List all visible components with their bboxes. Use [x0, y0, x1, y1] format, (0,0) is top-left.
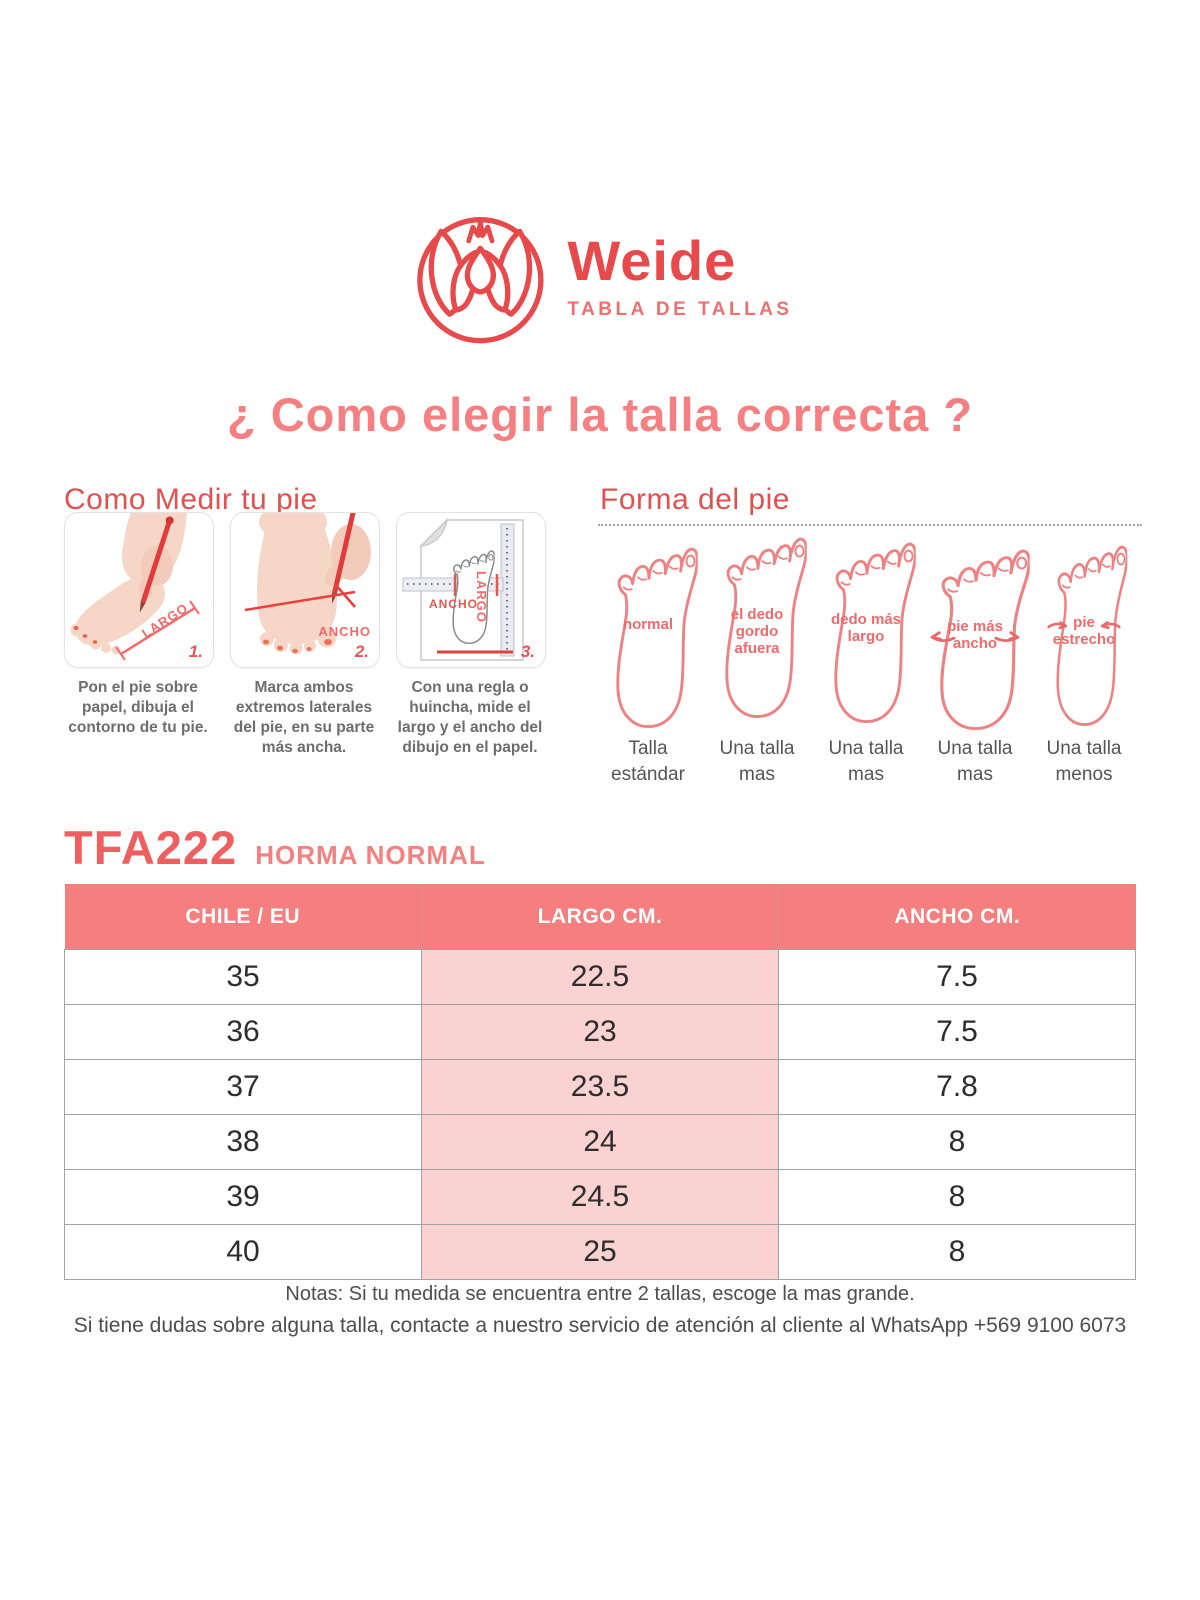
- size-cell: 23: [421, 1004, 779, 1060]
- step-number: 3.: [520, 642, 535, 661]
- size-table-row: 36 23 7.5: [64, 1004, 1136, 1060]
- size-cell: 22.5: [421, 949, 779, 1005]
- foot-size-caption: Una talla mas: [719, 738, 795, 785]
- measure-step-caption: Con una regla o huincha, mide el largo y…: [397, 679, 543, 757]
- brand-tagline: TABLA DE TALLAS: [567, 299, 793, 320]
- measure-step-card-3: LARGO ANCHO 3.: [396, 512, 546, 668]
- ancho-annotation: ANCHO: [429, 597, 478, 611]
- brand-name: Weide: [567, 229, 737, 292]
- size-cell: 24.5: [421, 1169, 779, 1225]
- size-cell: 24: [421, 1114, 779, 1170]
- size-cell: 38: [64, 1114, 422, 1170]
- foot-diagram-normal: normal: [598, 524, 698, 732]
- foot-label: el dedo gordo afuera: [730, 605, 784, 658]
- measure-step-caption: Marca ambos extremos laterales del pie, …: [233, 679, 375, 757]
- foot-diagram-narrow: pie estrecho: [1034, 522, 1134, 730]
- ancho-annotation: ANCHO: [318, 624, 371, 639]
- foot-diagram-long-toe: dedo más largo: [816, 519, 916, 727]
- ruler-paper-illustration-icon: [402, 517, 524, 661]
- product-subtitle: HORMA NORMAL: [255, 840, 486, 870]
- foot-label: pie más ancho: [947, 617, 1003, 652]
- foot-label: normal: [622, 615, 673, 633]
- brand-logo: Weide TABLA DE TALLAS: [407, 208, 792, 346]
- foot-outline-icon: [1047, 522, 1128, 730]
- size-cell: 36: [64, 1004, 422, 1060]
- page-title: ¿ Como elegir la talla correcta ?: [226, 388, 974, 442]
- size-cell: 23.5: [421, 1059, 779, 1115]
- size-table-header-row: CHILE / EU LARGO CM. ANCHO CM.: [64, 884, 1136, 950]
- weide-logo-icon: [417, 217, 544, 344]
- size-cell: 25: [421, 1224, 779, 1280]
- brand-text: Weide TABLA DE TALLAS: [567, 233, 792, 321]
- measure-step-caption: Pon el pie sobre papel, dibuja el contor…: [68, 679, 208, 737]
- size-reference-dotted-line: [598, 524, 1142, 526]
- inward-arrows-icon: [1047, 621, 1121, 630]
- measure-section-heading: Como Medir tu pie: [64, 482, 318, 516]
- size-table: CHILE / EU LARGO CM. ANCHO CM. 35 22.5 7…: [64, 884, 1136, 1280]
- size-cell: 8: [778, 1224, 1136, 1280]
- size-cell: 40: [64, 1224, 422, 1280]
- column-header-chile-eu: CHILE / EU: [64, 884, 422, 950]
- size-cell: 7.5: [778, 949, 1136, 1005]
- size-cell: 7.8: [778, 1059, 1136, 1115]
- measure-step-card-1: LARGO 1.: [64, 512, 214, 668]
- foot-size-caption: Una talla menos: [1046, 738, 1122, 785]
- foot-diagram-wide: pie más ancho: [925, 526, 1025, 734]
- measure-step-card-2: ANCHO 2.: [230, 512, 380, 668]
- notes-block: Notas: Si tu medida se encuentra entre 2…: [0, 1283, 1200, 1338]
- foot-outline-icon: [930, 526, 1030, 734]
- note-line-2: Si tiene dudas sobre alguna talla, conta…: [73, 1314, 1127, 1337]
- size-cell: 39: [64, 1169, 422, 1225]
- outward-arrows-icon: [930, 631, 1020, 642]
- note-line-1: Notas: Si tu medida se encuentra entre 2…: [285, 1283, 915, 1305]
- product-code: TFA222: [64, 821, 238, 874]
- size-cell: 8: [778, 1169, 1136, 1225]
- foot-label: pie estrecho: [1052, 613, 1116, 648]
- product-heading: TFA222 HORMA NORMAL: [64, 820, 486, 875]
- size-cell: 8: [778, 1114, 1136, 1170]
- foot-size-caption: Una talla mas: [937, 738, 1013, 785]
- size-table-row: 40 25 8: [64, 1224, 1136, 1280]
- size-table-row: 37 23.5 7.8: [64, 1059, 1136, 1115]
- size-table-row: 38 24 8: [64, 1114, 1136, 1170]
- forma-section-heading: Forma del pie: [600, 482, 790, 516]
- size-cell: 37: [64, 1059, 422, 1115]
- mark-width-illustration-icon: [244, 513, 371, 655]
- size-cell: 7.5: [778, 1004, 1136, 1060]
- size-table-row: 35 22.5 7.5: [64, 949, 1136, 1005]
- draw-contour-illustration-icon: [70, 513, 200, 661]
- step-number: 1.: [188, 642, 203, 661]
- foot-diagram-big-toe-out: el dedo gordo afuera: [707, 514, 807, 722]
- foot-size-caption: Talla estándar: [611, 738, 685, 785]
- foot-label: dedo más largo: [830, 610, 902, 645]
- column-header-ancho: ANCHO CM.: [778, 884, 1136, 950]
- step-number: 2.: [354, 642, 369, 661]
- size-cell: 35: [64, 949, 422, 1005]
- foot-size-caption: Una talla mas: [828, 738, 904, 785]
- size-table-row: 39 24.5 8: [64, 1169, 1136, 1225]
- column-header-largo: LARGO CM.: [421, 884, 779, 950]
